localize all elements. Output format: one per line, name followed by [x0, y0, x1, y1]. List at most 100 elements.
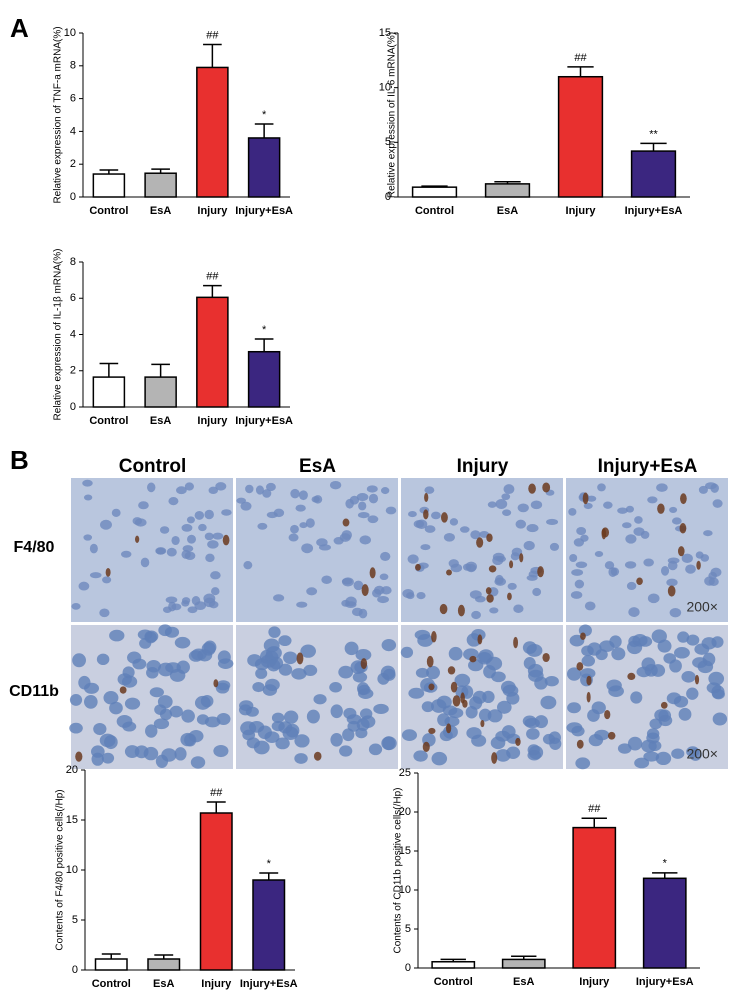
nucleus	[495, 574, 504, 585]
nucleus	[678, 707, 692, 721]
stain	[135, 535, 140, 543]
stain	[480, 720, 485, 728]
nucleus	[329, 480, 342, 490]
nucleus	[186, 516, 195, 524]
nucleus	[266, 659, 281, 672]
panel-label: A	[10, 13, 29, 43]
nucleus	[500, 680, 516, 694]
y-tick-label: 0	[70, 401, 76, 413]
x-tick-label: Injury+EsA	[240, 978, 298, 990]
nucleus	[431, 751, 448, 766]
nucleus	[111, 508, 121, 517]
nucleus	[646, 732, 660, 744]
nucleus	[146, 659, 161, 673]
nucleus	[265, 678, 280, 691]
nucleus	[448, 646, 463, 661]
y-tick-label: 15	[66, 814, 78, 826]
nucleus	[667, 560, 678, 571]
x-tick-label: Injury	[579, 976, 610, 988]
nucleus	[345, 601, 357, 609]
nucleus	[355, 649, 372, 661]
nucleus	[329, 682, 342, 693]
x-tick-label: Control	[89, 415, 128, 427]
nucleus	[380, 551, 391, 561]
stain	[424, 492, 429, 502]
x-tick-label: Injury+EsA	[235, 415, 293, 427]
bar	[252, 879, 286, 971]
nucleus	[213, 745, 229, 758]
stain	[369, 567, 376, 579]
nucleus	[165, 596, 178, 604]
stain	[476, 537, 484, 548]
bar	[431, 961, 476, 969]
stain	[431, 631, 437, 643]
row-label: CD11b	[9, 683, 59, 700]
nucleus	[117, 673, 132, 686]
bar	[572, 826, 617, 969]
significance: *	[262, 324, 267, 336]
nucleus	[594, 729, 610, 741]
nucleus	[634, 757, 650, 769]
nucleus	[272, 594, 285, 602]
nucleus	[402, 589, 414, 599]
nucleus	[109, 629, 125, 642]
nucleus	[496, 700, 512, 714]
significance: ##	[574, 52, 587, 64]
nucleus	[174, 747, 187, 761]
nucleus	[103, 690, 119, 705]
nucleus	[344, 641, 359, 656]
nucleus	[205, 553, 215, 563]
x-tick-label: EsA	[497, 205, 518, 217]
nucleus	[155, 754, 169, 768]
significance: **	[649, 128, 658, 140]
y-tick-label: 0	[72, 964, 78, 976]
bar	[196, 296, 229, 408]
nucleus	[685, 564, 696, 574]
nucleus	[507, 582, 517, 590]
nucleus	[650, 664, 666, 677]
stain	[667, 585, 676, 597]
nucleus	[291, 668, 307, 680]
nucleus	[168, 497, 179, 506]
nucleus	[627, 736, 643, 751]
micrograph	[236, 625, 398, 769]
bar	[501, 958, 546, 969]
nucleus	[84, 695, 98, 709]
significance: ##	[206, 29, 219, 41]
micrograph	[566, 478, 728, 622]
nucleus	[430, 699, 447, 713]
stain	[450, 681, 458, 693]
nucleus	[534, 676, 548, 690]
nucleus	[625, 534, 637, 544]
stain	[576, 739, 584, 749]
nucleus	[628, 635, 641, 648]
nucleus	[166, 547, 177, 557]
y-tick-label: 25	[399, 767, 411, 779]
nucleus	[568, 508, 577, 516]
nucleus	[414, 629, 431, 640]
nucleus	[352, 671, 368, 683]
nucleus	[187, 534, 196, 544]
nucleus	[660, 565, 670, 576]
nucleus	[72, 653, 87, 668]
stain	[213, 679, 219, 688]
nucleus	[677, 631, 690, 643]
nucleus	[527, 744, 540, 756]
stain	[428, 683, 435, 691]
nucleus	[127, 651, 142, 664]
stain	[439, 603, 448, 615]
nucleus	[686, 634, 700, 646]
nucleus	[278, 663, 293, 676]
nucleus	[147, 482, 156, 493]
nucleus	[271, 712, 285, 724]
nucleus	[210, 571, 221, 580]
nucleus	[194, 601, 207, 611]
nucleus	[567, 702, 581, 714]
nucleus	[625, 505, 634, 513]
column-header: Injury	[457, 456, 509, 477]
stain	[428, 727, 436, 735]
nucleus	[155, 547, 167, 555]
significance: ##	[210, 787, 223, 799]
nucleus	[257, 522, 268, 530]
